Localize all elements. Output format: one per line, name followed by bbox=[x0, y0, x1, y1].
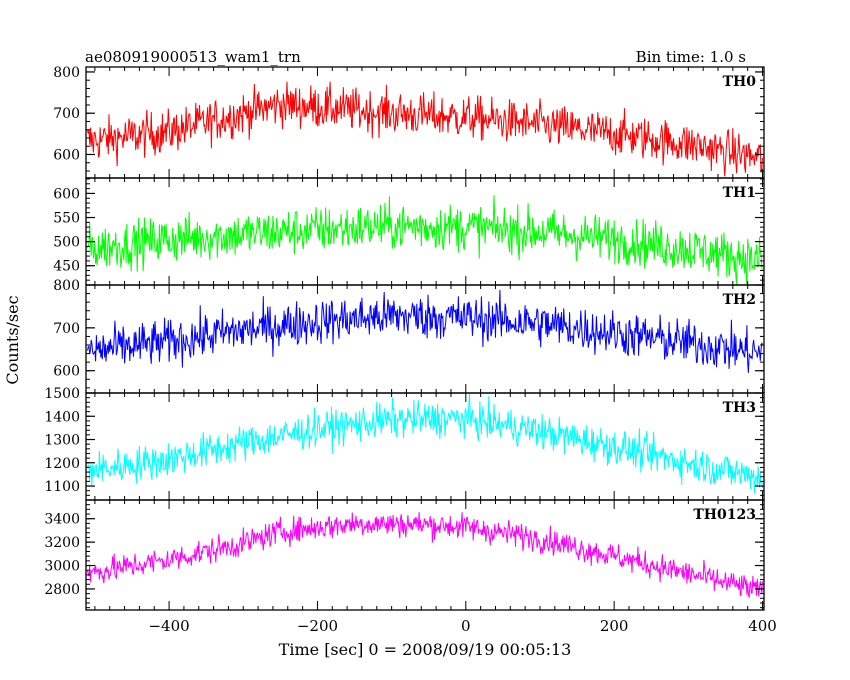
panel-label: TH0123 bbox=[693, 507, 756, 523]
y-tick-label: 800 bbox=[53, 278, 80, 294]
y-tick-label: 700 bbox=[53, 321, 80, 337]
x-tick-label: 400 bbox=[748, 617, 777, 635]
y-tick-label: 1400 bbox=[44, 409, 80, 425]
x-axis-label: Time [sec] 0 = 2008/09/19 00:05:13 bbox=[279, 640, 572, 659]
x-tick-label: −200 bbox=[297, 617, 338, 635]
y-tick-label: 3400 bbox=[44, 512, 80, 528]
panel-frame bbox=[85, 499, 765, 611]
panel-label: TH0 bbox=[723, 74, 757, 90]
y-tick-label: 700 bbox=[53, 106, 80, 122]
panels: 600 700 800 TH0 450 500 550 600 TH1 600 700 800 TH2 1… bbox=[44, 65, 765, 611]
y-tick-label: 3200 bbox=[44, 535, 80, 551]
x-tick-label: −400 bbox=[148, 617, 189, 635]
y-tick-label: 450 bbox=[53, 259, 80, 275]
y-tick-label: 600 bbox=[53, 364, 80, 380]
x-axis: −400 −200 0 200 400 bbox=[148, 617, 776, 635]
plot-title: ae080919000513_wam1_trn bbox=[85, 48, 301, 66]
series-line-th3 bbox=[87, 393, 763, 494]
y-tick-label: 1300 bbox=[44, 433, 80, 449]
y-tick-label: 600 bbox=[53, 186, 80, 202]
panel-th0: 600 700 800 TH0 bbox=[53, 65, 765, 179]
x-tick-label: 0 bbox=[461, 617, 471, 635]
y-tick-label: 1100 bbox=[44, 479, 80, 495]
panel-th2: 600 700 800 TH2 bbox=[53, 278, 765, 394]
y-tick-label: 1500 bbox=[44, 386, 80, 402]
y-axis-label: Counts/sec bbox=[3, 295, 22, 384]
y-tick-label: 550 bbox=[53, 211, 80, 227]
y-tick-label: 1200 bbox=[44, 456, 80, 472]
x-tick-label: 200 bbox=[600, 617, 629, 635]
series-line-th0123 bbox=[87, 512, 763, 599]
series-line-th1 bbox=[87, 195, 763, 285]
panel-label: TH2 bbox=[723, 292, 756, 308]
bin-time-label: Bin time: 1.0 s bbox=[636, 48, 746, 66]
y-tick-label: 800 bbox=[53, 65, 80, 81]
y-tick-label: 600 bbox=[53, 147, 80, 163]
y-tick-label: 500 bbox=[53, 235, 80, 251]
y-tick-label: 3000 bbox=[44, 559, 80, 575]
series-line-th0 bbox=[87, 81, 763, 177]
y-tick-label: 2800 bbox=[44, 582, 80, 598]
panel-th0123: 2800 3000 3200 3400 TH0123 bbox=[44, 499, 765, 611]
panel-label: TH3 bbox=[723, 400, 756, 416]
series-line-th2 bbox=[87, 289, 763, 373]
panel-label: TH1 bbox=[723, 185, 756, 201]
panel-th1: 450 500 550 600 TH1 bbox=[53, 177, 765, 286]
panel-th3: 1100 1200 1300 1400 1500 TH3 bbox=[44, 386, 765, 501]
